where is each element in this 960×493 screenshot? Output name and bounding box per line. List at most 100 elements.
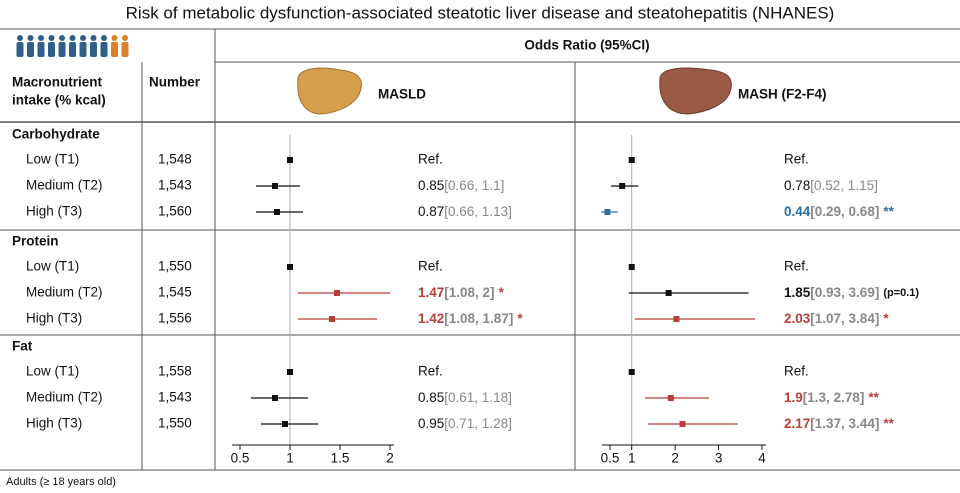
person bbox=[69, 35, 76, 41]
significance: * bbox=[517, 311, 523, 326]
point-estimate bbox=[673, 316, 680, 322]
person bbox=[80, 35, 86, 41]
estimate-value: 1.85 bbox=[784, 285, 811, 300]
point-estimate bbox=[287, 157, 293, 163]
point-estimate bbox=[619, 183, 626, 189]
liver-icon bbox=[297, 67, 732, 115]
point-estimate bbox=[665, 290, 672, 296]
number: 1,550 bbox=[158, 416, 192, 431]
x-tick-label: 0.5 bbox=[231, 451, 250, 466]
estimate-value: 2.17 bbox=[784, 416, 810, 431]
person bbox=[111, 35, 118, 41]
estimate-value: 0.44 bbox=[784, 204, 811, 219]
person bbox=[90, 35, 97, 41]
level-label: Medium (T2) bbox=[26, 285, 103, 300]
estimate-value: 0.78 bbox=[784, 178, 810, 193]
point-estimate bbox=[628, 157, 635, 163]
footnote: Adults (≥ 18 years old) bbox=[6, 476, 116, 488]
group-label: Protein bbox=[12, 234, 59, 249]
note: (p=0.1) bbox=[883, 287, 919, 299]
person bbox=[121, 42, 129, 57]
estimate-label: Ref. bbox=[784, 259, 809, 274]
person bbox=[48, 35, 55, 41]
person bbox=[122, 35, 128, 41]
number: 1,550 bbox=[158, 259, 192, 274]
intake-header: intake (% kcal) bbox=[12, 93, 106, 108]
panel-title: MASH (F2-F4) bbox=[738, 87, 827, 102]
number: 1,548 bbox=[158, 152, 192, 167]
person bbox=[101, 35, 107, 41]
point-estimate bbox=[282, 421, 288, 427]
point-estimate bbox=[287, 264, 293, 270]
significance: ** bbox=[883, 416, 894, 431]
estimate-value: 2.03 bbox=[784, 311, 811, 326]
estimate-label: Ref. bbox=[418, 364, 443, 379]
x-tick-label: 0.5 bbox=[601, 451, 620, 466]
estimate-value: 1.42 bbox=[418, 311, 444, 326]
number: 1,558 bbox=[158, 364, 192, 379]
group-label: Fat bbox=[12, 339, 33, 354]
level-label: High (T3) bbox=[26, 204, 82, 219]
estimate-label: 1.47[1.08, 2] * bbox=[418, 285, 505, 300]
odds-ratio-header: Odds Ratio (95%CI) bbox=[524, 38, 649, 53]
ci-label: [0.66, 1.1] bbox=[444, 178, 504, 193]
point-estimate bbox=[667, 395, 674, 401]
intake-header: Macronutrient bbox=[12, 75, 103, 90]
point-estimate bbox=[334, 290, 340, 296]
group-label: Carbohydrate bbox=[12, 127, 100, 142]
estimate-label: 0.95[0.71, 1.28] bbox=[418, 416, 512, 431]
point-estimate bbox=[272, 395, 278, 401]
ci-label: [1.08, 2] bbox=[444, 285, 494, 300]
estimate-label: 0.85[0.61, 1.18] bbox=[418, 390, 512, 405]
person bbox=[59, 35, 65, 41]
table-rules bbox=[0, 28, 960, 471]
ci-label: [0.52, 1.15] bbox=[810, 178, 878, 193]
level-label: Low (T1) bbox=[26, 259, 79, 274]
person bbox=[58, 42, 66, 57]
ci-label: [1.08, 1.87] bbox=[444, 311, 513, 326]
x-tick-label: 4 bbox=[758, 451, 766, 466]
estimate-label: 1.42[1.08, 1.87] * bbox=[418, 311, 523, 326]
point-estimate bbox=[287, 369, 293, 375]
person bbox=[38, 35, 44, 41]
number: 1,543 bbox=[158, 390, 192, 405]
people-icon bbox=[16, 35, 129, 57]
person bbox=[111, 42, 118, 57]
estimate-label: Ref. bbox=[418, 259, 443, 274]
estimate-label: 0.44[0.29, 0.68] ** bbox=[784, 204, 895, 219]
estimate-label: Ref. bbox=[418, 152, 443, 167]
estimate-label: 0.87[0.66, 1.13] bbox=[418, 204, 512, 219]
ci-label: [0.66, 1.13] bbox=[444, 204, 512, 219]
estimate-label: 2.03[1.07, 3.84] * bbox=[784, 311, 889, 326]
number: 1,560 bbox=[158, 204, 192, 219]
significance: ** bbox=[883, 204, 894, 219]
estimate-value: 0.85 bbox=[418, 178, 444, 193]
ci-label: [1.37, 3.44] bbox=[810, 416, 879, 431]
level-label: Medium (T2) bbox=[26, 178, 103, 193]
person bbox=[37, 42, 45, 57]
point-estimate bbox=[679, 421, 686, 427]
level-label: High (T3) bbox=[26, 416, 82, 431]
estimate-value: 1.9 bbox=[784, 390, 803, 405]
ci-label: [0.93, 3.69] bbox=[810, 285, 879, 300]
number: 1,545 bbox=[158, 285, 192, 300]
x-tick-label: 1 bbox=[628, 451, 636, 466]
person bbox=[27, 42, 34, 57]
number: 1,556 bbox=[158, 311, 192, 326]
person bbox=[16, 42, 24, 57]
x-tick-label: 2 bbox=[386, 451, 394, 466]
figure-title: Risk of metabolic dysfunction-associated… bbox=[126, 3, 835, 22]
estimate-value: 1.47 bbox=[418, 285, 444, 300]
person bbox=[100, 42, 108, 57]
ci-label: [0.61, 1.18] bbox=[444, 390, 512, 405]
x-tick-label: 2 bbox=[671, 451, 679, 466]
person bbox=[79, 42, 87, 57]
person bbox=[48, 42, 55, 57]
panel-title: MASLD bbox=[378, 87, 426, 102]
significance: * bbox=[499, 285, 505, 300]
level-label: Low (T1) bbox=[26, 364, 79, 379]
estimate-value: 0.95 bbox=[418, 416, 444, 431]
estimate-label: 0.85[0.66, 1.1] bbox=[418, 178, 504, 193]
point-estimate bbox=[272, 183, 278, 189]
